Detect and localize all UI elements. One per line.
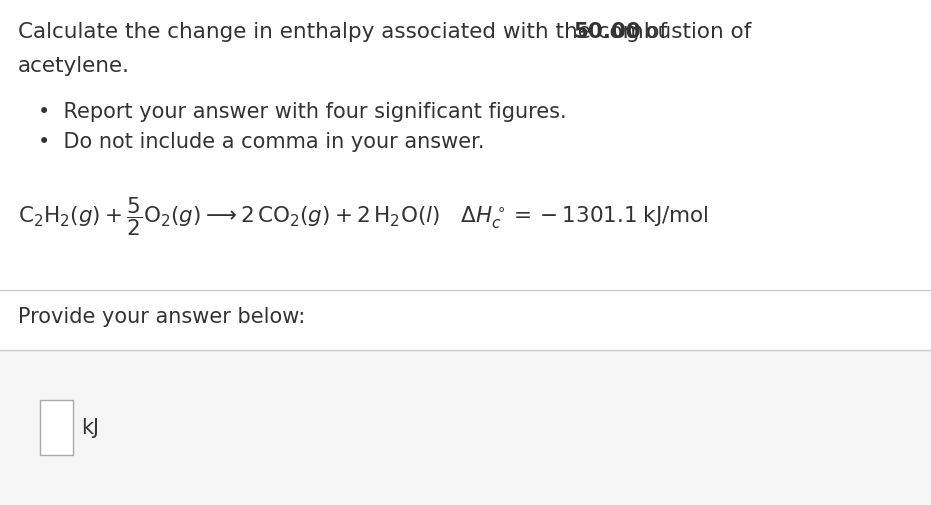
Text: •  Report your answer with four significant figures.: • Report your answer with four significa… [38,102,567,122]
Text: Provide your answer below:: Provide your answer below: [18,307,305,327]
Text: Calculate the change in enthalpy associated with the combustion of: Calculate the change in enthalpy associa… [18,22,758,42]
Text: kJ: kJ [81,418,99,437]
Text: •  Do not include a comma in your answer.: • Do not include a comma in your answer. [38,132,484,152]
Text: g of: g of [619,22,668,42]
Text: acetylene.: acetylene. [18,56,130,76]
Text: $\mathrm{C_2H_2}(g) + \dfrac{5}{2}\mathrm{O_2}(g) \longrightarrow 2\,\mathrm{CO_: $\mathrm{C_2H_2}(g) + \dfrac{5}{2}\mathr… [18,195,708,238]
Text: 50.00: 50.00 [573,22,641,42]
